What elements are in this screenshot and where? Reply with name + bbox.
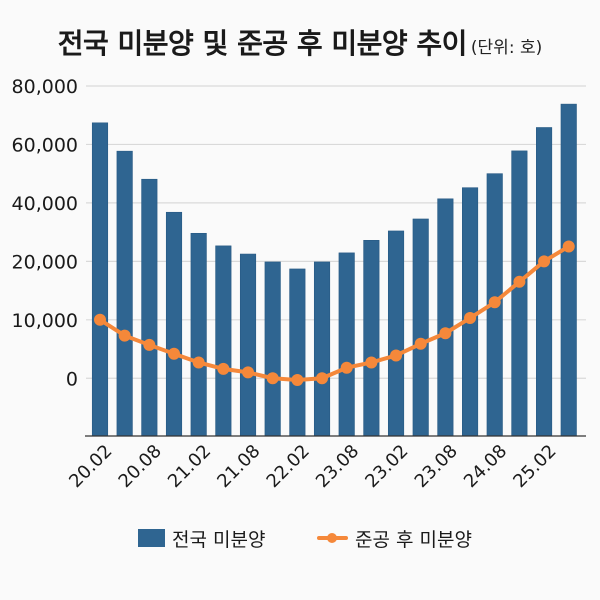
- chart-title: 전국 미분양 및 준공 후 미분양 추이: [57, 27, 468, 60]
- line-point: [562, 240, 575, 253]
- y-tick-label: 20,000: [12, 251, 78, 273]
- bar: [437, 198, 454, 437]
- bar: [536, 127, 553, 437]
- bar: [387, 230, 405, 437]
- line-point: [143, 338, 156, 351]
- x-axis-ticks: 20.0220.0821.0221.0822.0223.0823.0223.08…: [65, 441, 560, 492]
- bar: [461, 187, 479, 437]
- line-series: [94, 240, 575, 387]
- bar: [338, 252, 355, 437]
- x-tick-label: 23.02: [361, 441, 412, 492]
- line-point: [538, 255, 551, 268]
- bar: [560, 103, 577, 437]
- x-tick-label: 24.08: [460, 441, 511, 492]
- bar: [313, 261, 331, 437]
- legend-item-bar[interactable]: 전국 미분양: [138, 524, 265, 552]
- legend-item-line[interactable]: 준공 후 미분양: [317, 524, 472, 552]
- x-tick-label: 22.02: [263, 441, 314, 492]
- bar: [412, 218, 429, 437]
- bar: [215, 245, 232, 437]
- bar: [165, 211, 183, 437]
- x-tick-label: 23.08: [312, 441, 363, 492]
- x-tick-label: 25.02: [509, 441, 560, 492]
- bar: [190, 232, 207, 437]
- line-point: [390, 349, 403, 362]
- chart-unit-label: (단위: 호): [470, 38, 543, 58]
- y-tick-label: 60,000: [12, 134, 78, 156]
- x-tick-label: 21.02: [164, 441, 215, 492]
- line-point: [439, 327, 452, 340]
- line-point: [513, 275, 526, 288]
- chart-title-row: 전국 미분양 및 준공 후 미분양 추이 (단위: 호): [0, 22, 600, 62]
- line-point: [192, 356, 205, 369]
- line-point: [118, 329, 131, 342]
- y-tick-label: 40,000: [12, 193, 78, 215]
- line-point: [291, 374, 304, 387]
- bar: [511, 150, 528, 437]
- line-point: [242, 366, 255, 379]
- line-point: [488, 296, 501, 309]
- bar: [239, 253, 257, 437]
- legend-label-line: 준공 후 미분양: [355, 528, 472, 551]
- line-point: [168, 347, 181, 360]
- x-tick-label: 23.08: [411, 441, 462, 492]
- x-tick-label: 20.08: [115, 441, 166, 492]
- y-tick-label: 0: [66, 368, 78, 390]
- y-axis-ticks: 80,000 60,000 40,000 20,000 10,000 0: [12, 76, 78, 390]
- legend-line-marker-icon: [317, 529, 348, 547]
- bar: [141, 178, 158, 437]
- line-point: [217, 362, 230, 375]
- legend-bar-swatch-icon: [138, 529, 165, 547]
- y-tick-label: 10,000: [12, 310, 78, 332]
- bar: [116, 150, 133, 437]
- line-point: [464, 312, 477, 325]
- line-point: [316, 372, 329, 385]
- chart-plot: 80,000 60,000 40,000 20,000 10,000 0 20.0220.…: [12, 76, 586, 492]
- gridlines: [86, 85, 586, 379]
- bar: [91, 122, 109, 437]
- legend-label-bar: 전국 미분양: [172, 528, 266, 551]
- bar: [289, 268, 306, 437]
- x-tick-label: 20.02: [65, 441, 116, 492]
- x-tick-label: 21.08: [213, 441, 264, 492]
- legend: 전국 미분양 준공 후 미분양: [0, 524, 600, 554]
- line-point: [414, 337, 427, 350]
- line-point: [365, 356, 378, 369]
- bar-series: [91, 103, 577, 437]
- bar: [363, 240, 380, 437]
- y-tick-label: 80,000: [12, 76, 78, 98]
- bar: [264, 261, 281, 437]
- line-point: [340, 361, 353, 374]
- line-point: [94, 313, 106, 326]
- line-point: [266, 372, 279, 385]
